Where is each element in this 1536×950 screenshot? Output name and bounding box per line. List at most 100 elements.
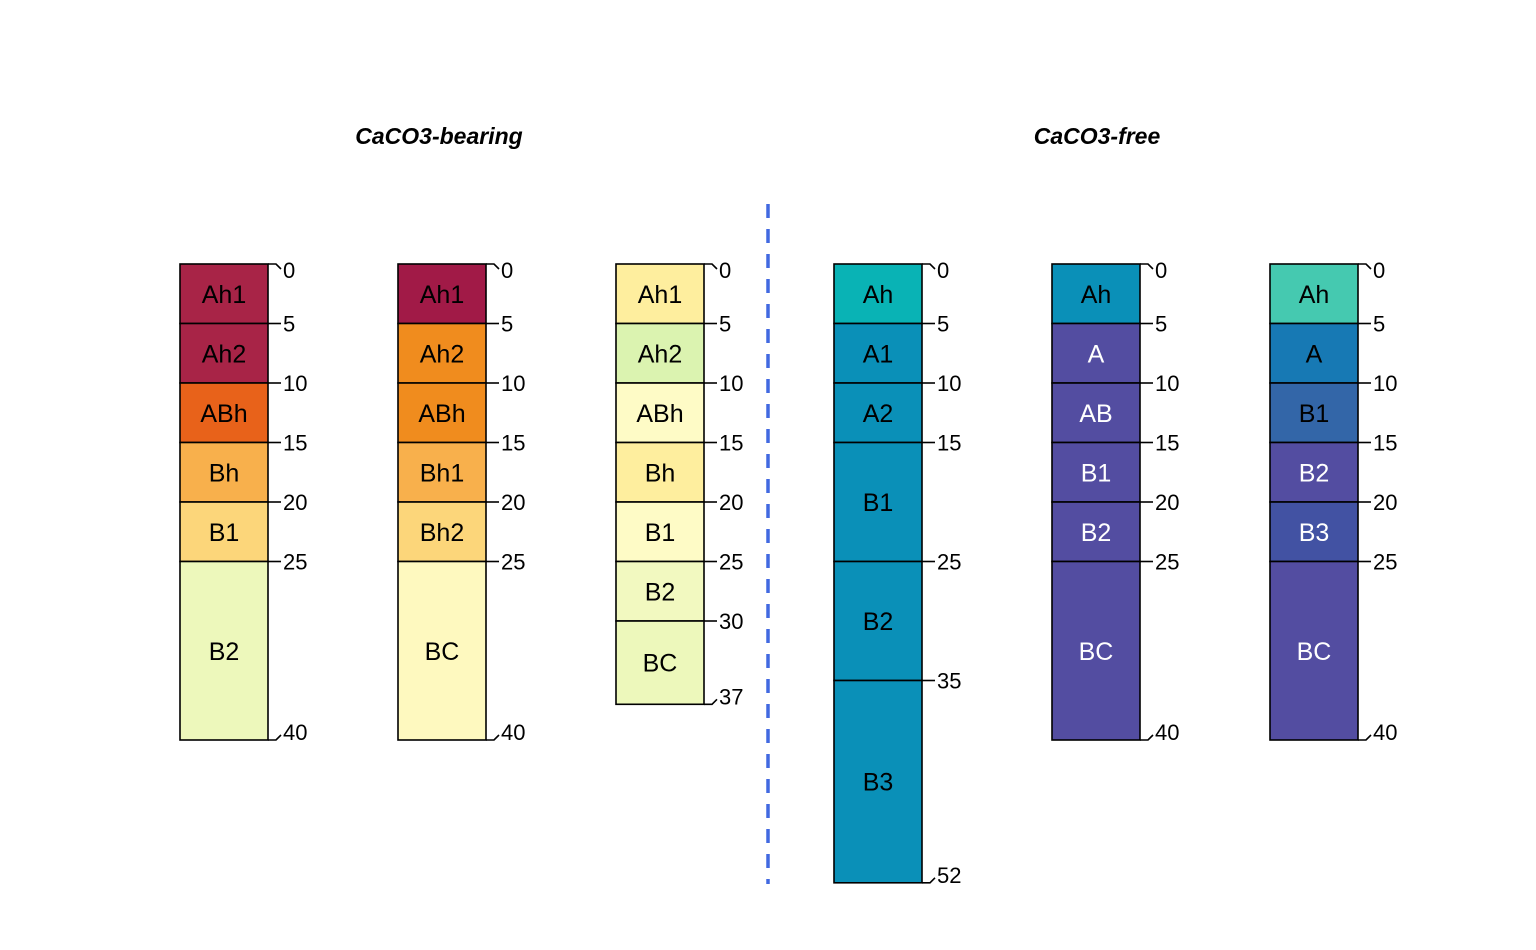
- depth-label: 25: [719, 550, 743, 575]
- horizon-label: B1: [645, 519, 676, 547]
- depth-tick: [1358, 263, 1372, 270]
- horizon-b1: [1051, 441, 1141, 503]
- depth-label: 25: [1155, 550, 1179, 575]
- depth-label: 15: [1373, 431, 1397, 456]
- horizon-bc: [1051, 560, 1141, 741]
- horizon-ah1: [397, 263, 487, 325]
- depth-tick: [486, 263, 500, 270]
- horizon-label: ABh: [636, 400, 683, 428]
- horizon-label: BC: [1297, 638, 1332, 666]
- horizon-b1: [833, 441, 923, 563]
- horizon-label: ABh: [418, 400, 465, 428]
- horizon-label: B3: [1299, 519, 1330, 547]
- horizon-ah1: [615, 263, 705, 325]
- depth-label: 25: [1373, 550, 1397, 575]
- soil-profile-3: Ah1 Ah2 ABh Bh B1 B2 BC 0 5 10 15 20 25 30 37: [615, 258, 743, 709]
- horizon-label: Ah: [863, 281, 894, 309]
- horizon-bh2: [397, 501, 487, 563]
- horizon-label: Ah1: [202, 281, 246, 309]
- group-title-caco3-free: CaCO3-free: [1034, 123, 1161, 149]
- horizon-label: Ah1: [420, 281, 464, 309]
- horizon-label: B2: [1081, 519, 1112, 547]
- depth-label: 15: [501, 431, 525, 456]
- horizon-label: AB: [1079, 400, 1112, 428]
- depth-label: 15: [937, 431, 961, 456]
- horizon-label: B2: [209, 638, 240, 666]
- depth-label: 40: [283, 720, 307, 745]
- horizon-label: B2: [1299, 459, 1330, 487]
- depth-label: 5: [937, 312, 949, 337]
- horizon-label: Ah: [1081, 281, 1112, 309]
- horizon-ah2: [615, 322, 705, 384]
- depth-label: 40: [1373, 720, 1397, 745]
- horizon-label: Ah2: [638, 340, 682, 368]
- depth-label: 0: [283, 258, 295, 283]
- depth-tick: [704, 263, 718, 270]
- depth-label: 30: [719, 609, 743, 634]
- soil-profile-2: Ah1 Ah2 ABh Bh1 Bh2 BC 0 5 10 15 20 25 40: [397, 258, 525, 745]
- horizon-label: B2: [645, 578, 676, 606]
- depth-label: 40: [501, 720, 525, 745]
- depth-label: 40: [1155, 720, 1179, 745]
- horizon-abh: [615, 382, 705, 444]
- horizon-b3: [833, 679, 923, 884]
- horizon-bh1: [397, 441, 487, 503]
- horizon-label: Bh: [645, 459, 676, 487]
- depth-label: 5: [283, 312, 295, 337]
- depth-label: 0: [1155, 258, 1167, 283]
- horizon-b1: [615, 501, 705, 563]
- horizon-label: B1: [863, 489, 894, 517]
- depth-label: 20: [501, 490, 525, 515]
- soil-profile-6: Ah A B1 B2 B3 BC 0 5 10 15 20 25 40: [1269, 258, 1397, 745]
- horizon-abh: [179, 382, 269, 444]
- depth-label: 37: [719, 684, 743, 709]
- depth-label: 0: [937, 258, 949, 283]
- depth-label: 20: [719, 490, 743, 515]
- horizon-bc: [397, 560, 487, 741]
- soil-profile-1: Ah1 Ah2 ABh Bh B1 B2 0 5 10 15 20 25 40: [179, 258, 307, 745]
- depth-label: 0: [501, 258, 513, 283]
- depth-tick: [922, 877, 936, 884]
- depth-label: 52: [937, 863, 961, 888]
- horizon-ah2: [397, 322, 487, 384]
- horizon-label: ABh: [200, 400, 247, 428]
- horizon-b2: [1051, 501, 1141, 563]
- depth-label: 10: [283, 371, 307, 396]
- depth-label: 20: [1155, 490, 1179, 515]
- depth-label: 15: [1155, 431, 1179, 456]
- horizon-b2: [179, 560, 269, 741]
- horizon-label: BC: [1079, 638, 1114, 666]
- horizon-label: A: [1306, 340, 1323, 368]
- depth-label: 5: [719, 312, 731, 337]
- horizon-label: B1: [1299, 400, 1330, 428]
- depth-tick: [268, 263, 282, 270]
- horizon-a2: [833, 382, 923, 444]
- horizon-ah2: [179, 322, 269, 384]
- depth-label: 25: [283, 550, 307, 575]
- depth-tick: [1140, 263, 1154, 270]
- depth-label: 20: [283, 490, 307, 515]
- horizon-a: [1051, 322, 1141, 384]
- depth-tick: [922, 263, 936, 270]
- depth-label: 10: [937, 371, 961, 396]
- depth-label: 5: [1373, 312, 1385, 337]
- depth-label: 0: [719, 258, 731, 283]
- depth-label: 10: [719, 371, 743, 396]
- soil-profile-5: Ah A AB B1 B2 BC 0 5 10 15 20 25 40: [1051, 258, 1179, 745]
- horizon-label: BC: [425, 638, 460, 666]
- horizon-abh: [397, 382, 487, 444]
- horizon-label: BC: [643, 650, 678, 678]
- depth-tick: [268, 734, 282, 741]
- depth-label: 25: [501, 550, 525, 575]
- depth-label: 10: [1155, 371, 1179, 396]
- horizon-label: A1: [863, 340, 894, 368]
- depth-tick: [486, 734, 500, 741]
- soil-profile-4: Ah A1 A2 B1 B2 B3 0 5 10 15 25 35 52: [833, 258, 961, 888]
- horizon-b1: [1269, 382, 1359, 444]
- horizon-label: B1: [1081, 459, 1112, 487]
- depth-label: 15: [719, 431, 743, 456]
- group-title-caco3-bearing: CaCO3-bearing: [355, 123, 522, 149]
- horizon-label: A: [1088, 340, 1105, 368]
- horizon-label: Ah2: [202, 340, 246, 368]
